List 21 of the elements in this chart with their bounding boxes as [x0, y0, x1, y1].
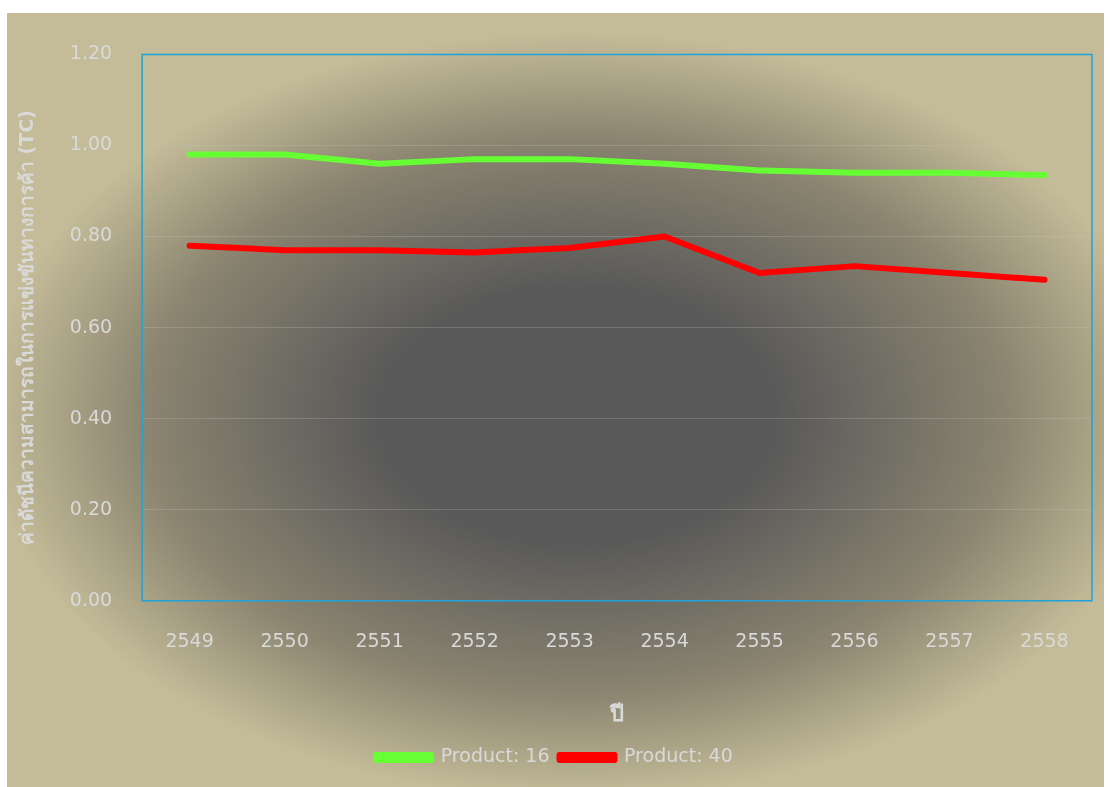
y-tick-label: 0.60 — [69, 314, 113, 337]
x-tick-label: 2551 — [355, 629, 404, 652]
x-tick-label: 2555 — [735, 629, 784, 652]
x-tick-label: 2549 — [165, 629, 214, 652]
x-tick-label: 2556 — [830, 629, 879, 652]
x-tick-label: 2552 — [450, 629, 499, 652]
x-tick-label: 2557 — [925, 629, 974, 652]
y-tick-label: 1.00 — [69, 132, 113, 155]
y-tick-label: 0.20 — [69, 496, 113, 519]
y-tick-label: 0.40 — [69, 405, 113, 428]
y-axis-title: ค่าดัชนีความสามารถในการแข่งขันทางการค้า (TC) — [15, 110, 38, 546]
legend-label: Product: 16 — [440, 744, 550, 767]
x-axis-title: ปี — [609, 700, 625, 726]
y-tick-label: 0.80 — [69, 223, 113, 246]
x-tick-label: 2558 — [1020, 629, 1069, 652]
y-tick-label: 1.20 — [69, 41, 113, 64]
x-tick-label: 2550 — [260, 629, 309, 652]
legend-label: Product: 40 — [624, 744, 733, 767]
x-tick-label: 2554 — [640, 629, 689, 652]
x-tick-label: 2553 — [545, 629, 594, 652]
y-tick-label: 0.00 — [69, 587, 113, 610]
